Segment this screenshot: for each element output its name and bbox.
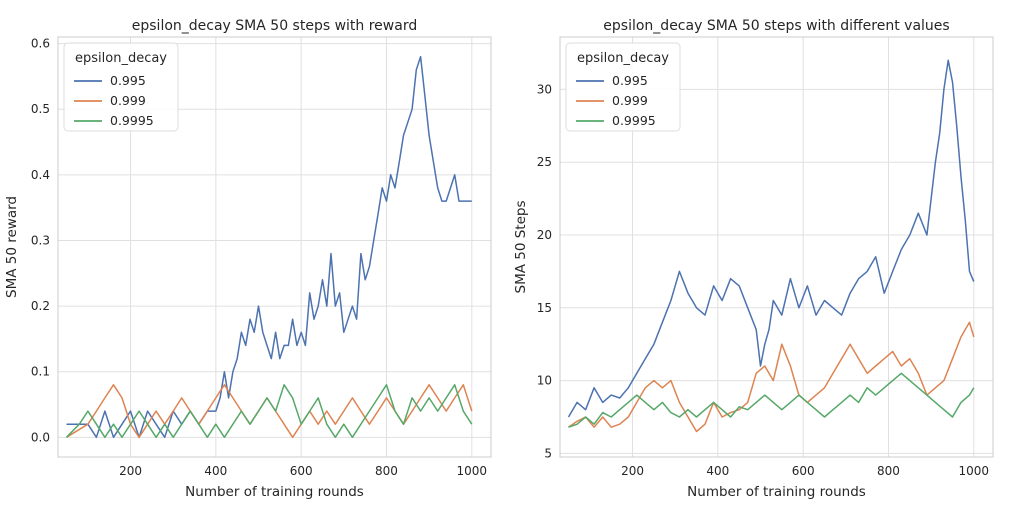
gridlines (58, 37, 491, 457)
legend: epsilon_decay 0.995 0.999 0.9995 (565, 42, 681, 132)
x-tick-label: 400 (204, 464, 227, 478)
series-line-0.9995 (65, 384, 473, 439)
axes-frame (57, 36, 492, 458)
x-tick-label: 600 (290, 464, 313, 478)
legend-box (565, 42, 681, 132)
x-tick-label: 200 (119, 464, 142, 478)
y-tick-label: 0.4 (31, 168, 50, 182)
axes-frame (559, 36, 994, 458)
legend: epsilon_decay 0.995 0.999 0.9995 (63, 42, 179, 132)
chart-2: 200 400 600 800 1000 5 10 15 20 25 30 epsilon_decay… (513, 18, 994, 500)
x-tick-label: 200 (621, 464, 644, 478)
legend-label: 0.995 (612, 73, 648, 88)
x-tick-label: 800 (375, 464, 398, 478)
y-tick-label: 0.0 (31, 430, 50, 444)
legend-label: 0.995 (110, 73, 146, 88)
series-line-0.999 (568, 321, 975, 433)
legend-label: 0.999 (612, 93, 648, 108)
y-tick-label: 25 (537, 155, 552, 169)
y-tick-label: 30 (537, 82, 552, 96)
legend-label: 0.9995 (612, 113, 656, 128)
x-axis-label: Number of training rounds (687, 484, 866, 500)
legend-box (63, 42, 179, 132)
x-tick-label: 400 (706, 464, 729, 478)
legend-title: epsilon_decay (75, 51, 167, 66)
y-tick-label: 5 (544, 446, 552, 460)
y-tick-label: 0.2 (31, 299, 50, 313)
y-tick-label: 20 (537, 228, 552, 242)
y-tick-label: 0.1 (31, 365, 50, 379)
y-tick-label: 0.5 (31, 102, 50, 116)
y-tick-label: 15 (537, 301, 552, 315)
y-tick-label: 0.3 (31, 233, 50, 247)
y-axis-label: SMA 50 reward (4, 196, 20, 298)
y-axis-label: SMA 50 Steps (513, 201, 529, 294)
y-tick-label: 10 (537, 374, 552, 388)
x-tick-label: 1000 (959, 464, 990, 478)
legend-label: 0.999 (110, 93, 146, 108)
legend-label: 0.9995 (110, 113, 154, 128)
y-tick-label: 0.6 (31, 37, 50, 51)
gridlines (560, 37, 993, 457)
x-axis-label: Number of training rounds (185, 484, 364, 500)
x-tick-label: 600 (792, 464, 815, 478)
chart-title: epsilon_decay SMA 50 steps with differen… (603, 18, 949, 34)
legend-title: epsilon_decay (577, 51, 669, 66)
x-tick-label: 800 (877, 464, 900, 478)
series-line-0.995 (567, 59, 975, 418)
series-line-0.9995 (568, 372, 975, 428)
chart-1: 200 400 600 800 1000 0.0 0.1 0.2 0.3 0.4 0.5 0.6 eps… (4, 18, 492, 500)
x-tick-label: 1000 (457, 464, 488, 478)
chart-title: epsilon_decay SMA 50 steps with reward (132, 18, 417, 34)
